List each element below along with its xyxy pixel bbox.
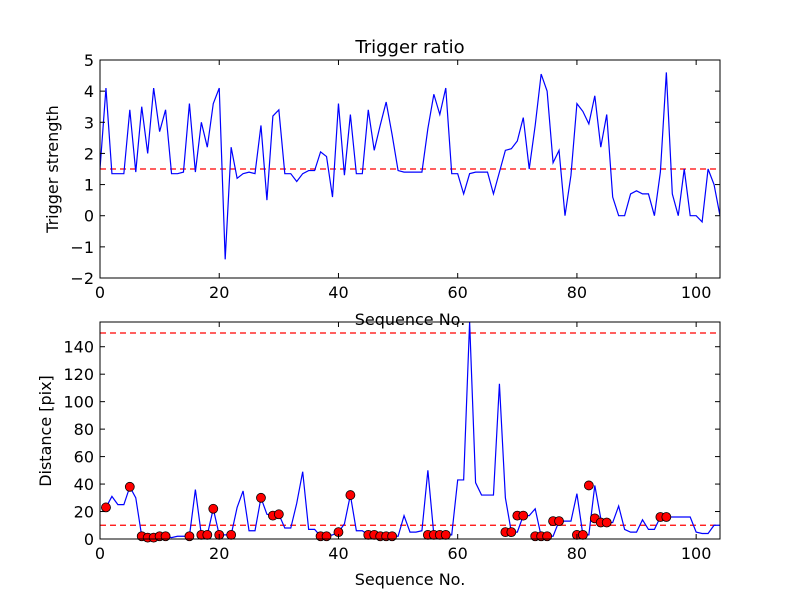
- x-tick-label: 100: [681, 283, 712, 302]
- x-tick-label: 80: [567, 544, 587, 563]
- y-tick-label: 100: [63, 393, 94, 412]
- data-point-marker: [273, 509, 284, 520]
- data-point-marker: [226, 529, 237, 540]
- y-axis-label: Distance [pix]: [36, 375, 55, 487]
- y-tick-label: 40: [74, 475, 94, 494]
- distance-axes: Sequence No. Distance [pix] 0 20 40 60 80 100…: [36, 321, 721, 589]
- y-tick-label: 120: [63, 365, 94, 384]
- y-tick-label: 80: [74, 420, 94, 439]
- data-point-marker: [518, 510, 529, 521]
- y-tick-label: 0: [84, 530, 94, 549]
- data-point-marker: [601, 517, 612, 528]
- x-tick-label: 100: [681, 544, 712, 563]
- data-point-marker: [101, 502, 111, 513]
- y-tick-label: 4: [84, 82, 94, 101]
- data-point-marker: [661, 512, 672, 522]
- data-point-marker: [577, 529, 588, 540]
- trigger-ratio-axes: Trigger ratio Sequence No. Trigger stren…: [43, 37, 721, 329]
- plot-area: [100, 72, 720, 260]
- data-point-marker: [202, 529, 213, 540]
- y-tick-label: −1: [70, 238, 94, 257]
- x-tick-label: 0: [95, 283, 105, 302]
- data-point-marker: [554, 516, 564, 527]
- x-tick-label: 40: [328, 283, 348, 302]
- axes-frame: [99, 59, 721, 279]
- x-tick-label: 60: [448, 283, 468, 302]
- axes-frame: [99, 321, 721, 540]
- data-point-marker: [440, 529, 451, 540]
- y-tick-label: 1: [84, 176, 94, 195]
- x-axis-label: Sequence No.: [355, 570, 466, 589]
- data-point-marker: [583, 480, 594, 491]
- y-tick-label: 20: [74, 503, 94, 522]
- x-tick-label: 20: [209, 283, 229, 302]
- data-point-marker: [345, 490, 356, 500]
- data-point-marker: [208, 503, 219, 514]
- x-tick-label: 0: [95, 544, 105, 563]
- x-tick-label: 80: [567, 283, 587, 302]
- y-tick-label: 5: [84, 51, 94, 70]
- chart-title: Trigger ratio: [354, 37, 464, 58]
- x-tick-label: 60: [448, 544, 468, 563]
- data-point-marker: [256, 492, 266, 503]
- x-tick-label: 20: [209, 544, 229, 563]
- y-tick-label: 60: [74, 448, 94, 467]
- x-axis-label: Sequence No.: [355, 310, 466, 329]
- x-tick-label: 40: [328, 544, 348, 563]
- y-tick-label: 140: [63, 338, 94, 357]
- data-point-marker: [124, 481, 135, 492]
- y-tick-label: 3: [84, 113, 94, 132]
- y-axis-label: Trigger strength: [43, 105, 62, 234]
- y-tick-label: 0: [84, 207, 94, 226]
- y-tick-label: 2: [84, 144, 94, 163]
- data-point-marker: [506, 527, 517, 538]
- y-tick-label: −2: [70, 269, 94, 288]
- series-line: [100, 72, 720, 260]
